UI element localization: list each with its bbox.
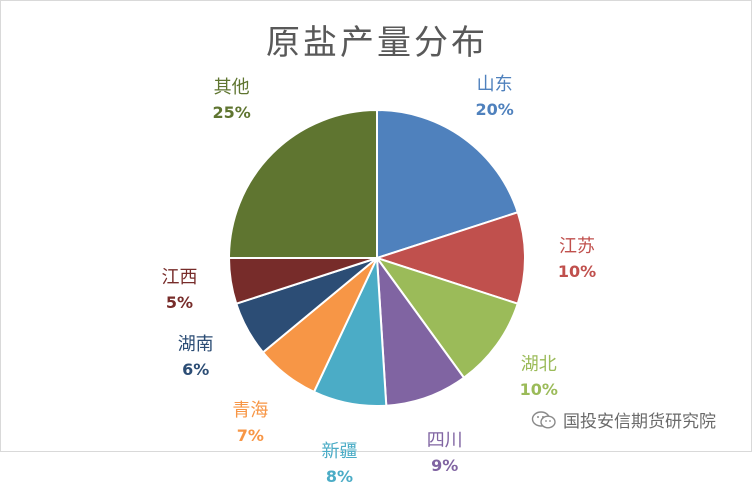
slice-label-percent: 10%	[519, 379, 558, 399]
wechat-icon	[531, 410, 556, 429]
slice-label: 青海 7%	[232, 398, 268, 448]
slice-label: 江苏 10%	[558, 234, 596, 284]
slice-label: 湖南 6%	[178, 332, 214, 382]
slice-label-percent: 9%	[431, 456, 459, 476]
slice-label-percent: 6%	[182, 360, 210, 380]
slice-label-name: 湖南	[177, 334, 214, 356]
pie-slice	[227, 108, 378, 259]
pie-slice	[374, 256, 520, 380]
slice-label-name: 山东	[476, 74, 513, 96]
slice-label-name: 其他	[213, 76, 250, 98]
pie-slice	[373, 211, 527, 305]
slice-label: 四川 9%	[427, 428, 463, 478]
slice-label-percent: 8%	[325, 466, 354, 486]
chart-title: 原盐产量分布	[266, 23, 488, 63]
slice-label-percent: 5%	[165, 293, 194, 313]
slice-label-percent: 25%	[212, 102, 251, 122]
watermark-text: 国投安信期货研究院	[563, 412, 716, 432]
slice-label-name: 青海	[232, 400, 269, 421]
watermark: 国投安信期货研究院	[531, 407, 716, 432]
pie-slice	[376, 108, 520, 260]
slice-label: 山东 20%	[475, 72, 513, 122]
slice-label-name: 四川	[426, 430, 463, 452]
slice-label-name: 湖北	[520, 353, 557, 375]
slice-label-percent: 7%	[236, 426, 264, 445]
slice-label: 其他 25%	[212, 75, 250, 125]
pie-chart	[227, 108, 527, 408]
slice-label: 湖北 10%	[520, 352, 558, 402]
slice-label-name: 江西	[161, 267, 198, 289]
slice-label: 江西 5%	[162, 265, 198, 315]
slice-label-percent: 10%	[557, 262, 597, 281]
slice-label-percent: 20%	[475, 100, 514, 120]
slice-label-name: 江苏	[558, 236, 595, 257]
pie-slice	[375, 254, 466, 407]
slice-label: 新疆 8%	[322, 439, 358, 489]
